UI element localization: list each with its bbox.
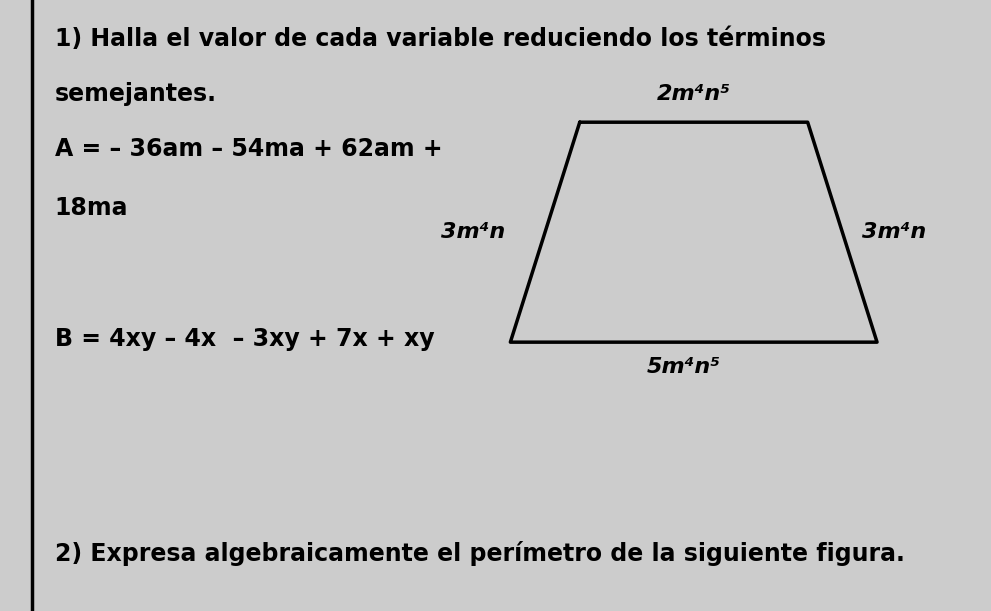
Text: 2) Expresa algebraicamente el perímetro de la siguiente figura.: 2) Expresa algebraicamente el perímetro … xyxy=(55,541,905,566)
Text: 1) Halla el valor de cada variable reduciendo los términos: 1) Halla el valor de cada variable reduc… xyxy=(55,27,826,51)
Text: 2m⁴n⁵: 2m⁴n⁵ xyxy=(657,84,730,104)
Text: 18ma: 18ma xyxy=(55,196,128,219)
Text: semejantes.: semejantes. xyxy=(55,82,216,106)
Text: 3m⁴n: 3m⁴n xyxy=(862,222,927,242)
Text: A = – 36am – 54ma + 62am +: A = – 36am – 54ma + 62am + xyxy=(55,137,442,161)
Text: 5m⁴n⁵: 5m⁴n⁵ xyxy=(647,357,720,378)
Text: 3m⁴n: 3m⁴n xyxy=(441,222,505,242)
Text: B = 4xy – 4x  – 3xy + 7x + xy: B = 4xy – 4x – 3xy + 7x + xy xyxy=(55,327,434,351)
